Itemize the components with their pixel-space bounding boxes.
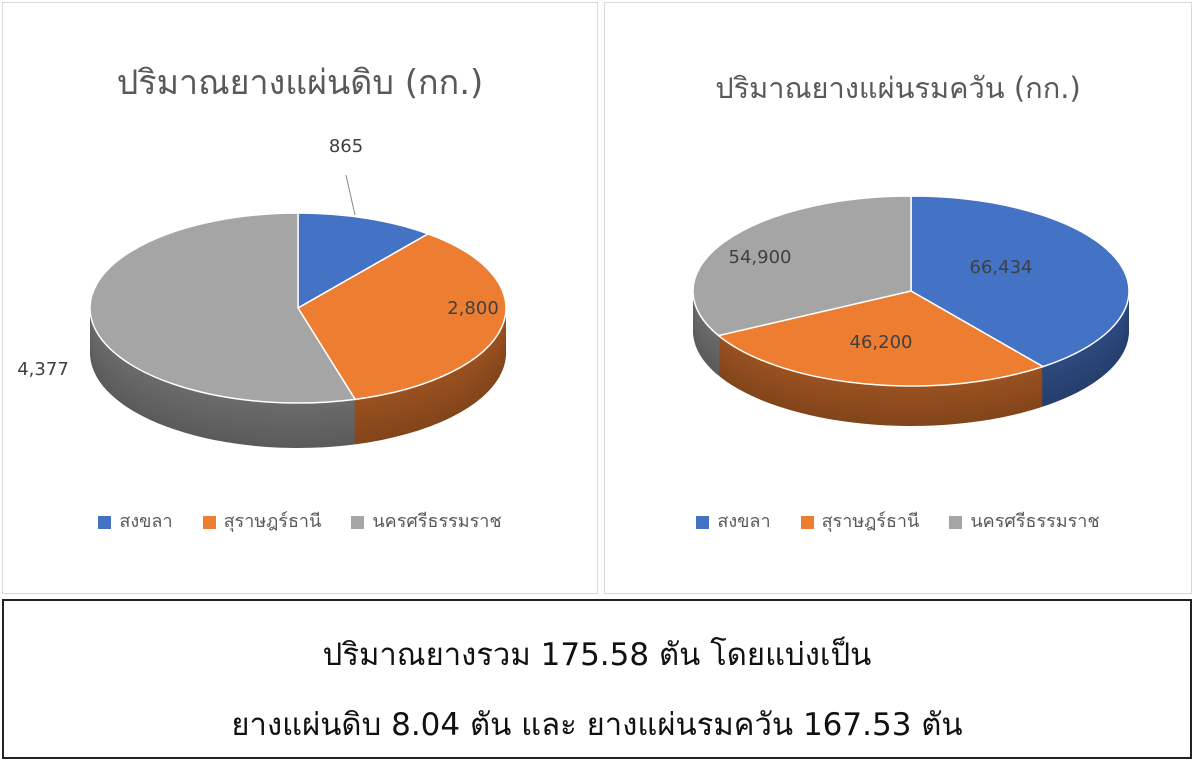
summary-box: ปริมาณยางรวม 175.58 ตัน โดยแบ่งเป็น ยางแ… — [2, 599, 1192, 759]
data-label: 865 — [329, 136, 363, 157]
data-label: 54,900 — [729, 247, 792, 268]
pie-slice-0 — [910, 195, 1130, 368]
legend-item: สุราษฎร์ธานี — [202, 506, 321, 535]
data-label: 2,800 — [447, 298, 499, 319]
pie-slice-1 — [296, 233, 507, 401]
chart-title: ปริมาณยางแผ่นดิบ (กก.) — [116, 63, 484, 103]
leader-line — [345, 174, 356, 216]
pie-chart-smoked: 66,434 46,200 54,900 — [692, 195, 1130, 427]
legend-swatch — [98, 515, 112, 529]
pie-slice-0 — [297, 212, 430, 310]
chart-panel-smoked-rubber: ปริมาณยางแผ่นรมควัน (กก.) 66,434 46,200 54… — [604, 2, 1192, 594]
summary-line-2: ยางแผ่นดิบ 8.04 ตัน และ ยางแผ่นรมควัน 16… — [231, 707, 963, 743]
legend-item: สงขลา — [98, 506, 173, 535]
pie-chart-raw: 865 2,800 4,377 — [17, 136, 507, 448]
chart-title: ปริมาณยางแผ่นรมควัน (กก.) — [715, 71, 1081, 105]
pie-slice-2 — [692, 195, 912, 337]
legend-item: นครศรีธรรมราช — [949, 506, 1100, 535]
legend-item: สุราษฎร์ธานี — [800, 506, 919, 535]
legend-swatch — [949, 515, 963, 529]
legend-item: สงขลา — [696, 506, 771, 535]
pie-slice-2 — [89, 212, 357, 404]
summary-line-1: ปริมาณยางรวม 175.58 ตัน โดยแบ่งเป็น — [322, 637, 872, 673]
data-label: 46,200 — [850, 332, 913, 353]
legend: สงขลา สุราษฎร์ธานี นครศรีธรรมราช — [605, 506, 1191, 535]
legend-swatch — [351, 515, 365, 529]
legend: สงขลา สุราษฎร์ธานี นครศรีธรรมราช — [3, 506, 597, 535]
legend-swatch — [696, 515, 710, 529]
pie-slice-1 — [716, 290, 1045, 387]
data-label: 66,434 — [970, 257, 1033, 278]
data-label: 4,377 — [17, 359, 69, 380]
legend-swatch — [800, 515, 814, 529]
legend-item: นครศรีธรรมราช — [351, 506, 502, 535]
chart-panel-raw-rubber: ปริมาณยางแผ่นดิบ (กก.) 865 2,800 4,377 สงข… — [2, 2, 598, 594]
legend-swatch — [202, 515, 216, 529]
